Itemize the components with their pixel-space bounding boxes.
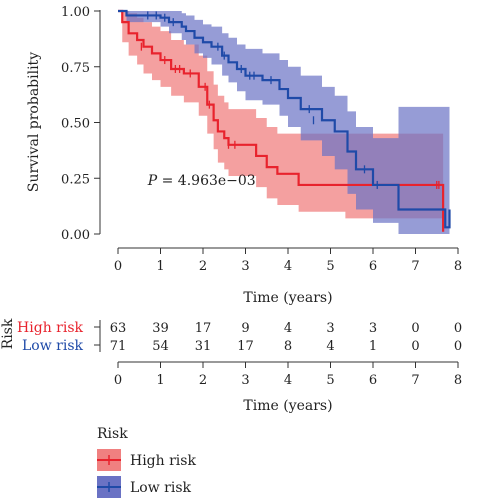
risk-table-cell: 0 — [411, 321, 419, 336]
risk-table-x-tick-label: 2 — [199, 373, 207, 388]
survival-line-low-risk — [118, 9, 451, 229]
risk-row-label-high: High risk — [17, 320, 83, 336]
y-tick-label: 0.25 — [61, 172, 90, 187]
x-tick-label: 2 — [199, 259, 207, 274]
survival-curves — [118, 9, 451, 232]
y-axis-label: Survival probability — [26, 52, 42, 192]
y-tick-label: 0.00 — [61, 228, 90, 243]
risk-table-x-tick-label: 3 — [241, 373, 249, 388]
x-tick-label: 7 — [411, 259, 419, 274]
risk-table-cell: 17 — [195, 321, 212, 336]
legend: Risk High risk Low risk — [97, 426, 196, 498]
risk-table-cell: 54 — [152, 339, 169, 354]
risk-table: Risk High risk Low risk 63 39 17 9 4 3 3 0 071 54… — [0, 318, 462, 414]
risk-table-cell: 3 — [326, 321, 334, 336]
legend-label-low-risk: Low risk — [130, 480, 192, 496]
censor-marks — [140, 11, 440, 189]
survival-line-high-risk — [118, 9, 445, 232]
y-tick-label: 0.50 — [61, 117, 90, 132]
y-tick-label: 1.00 — [61, 5, 90, 20]
risk-table-cell: 0 — [454, 339, 462, 354]
legend-item-low-risk: Low risk — [97, 476, 192, 498]
risk-table-x-tick-label: 7 — [411, 373, 419, 388]
y-tick-label: 0.75 — [61, 61, 90, 76]
risk-table-x-tick-label: 8 — [454, 373, 462, 388]
risk-table-cell: 39 — [152, 321, 169, 336]
risk-table-x-tick-label: 5 — [326, 373, 334, 388]
p-value-symbol: P — [147, 173, 158, 189]
risk-table-cell: 4 — [326, 339, 334, 354]
risk-table-x-tick-label: 0 — [114, 373, 122, 388]
risk-table-title: Risk — [0, 318, 16, 349]
risk-table-cell: 8 — [284, 339, 292, 354]
x-ticks: 0 1 2 3 4 5 6 7 8 — [114, 248, 462, 274]
x-tick-label: 4 — [284, 259, 292, 274]
risk-row-label-low: Low risk — [22, 338, 84, 354]
x-tick-label: 3 — [241, 259, 249, 274]
risk-table-cell: 4 — [284, 321, 292, 336]
risk-table-cell: 1 — [369, 339, 377, 354]
y-ticks: 0.00 0.25 0.50 0.75 1.00 — [61, 5, 100, 243]
risk-table-x-tick-label: 4 — [284, 373, 292, 388]
legend-title: Risk — [97, 426, 128, 442]
x-tick-label: 5 — [326, 259, 334, 274]
risk-table-x-tick-label: 6 — [369, 373, 377, 388]
risk-table-cell: 63 — [110, 321, 127, 336]
p-value-annotation: P = 4.963e−03 — [147, 173, 256, 189]
risk-table-cell: 31 — [195, 339, 212, 354]
risk-table-x-tick-label: 1 — [156, 373, 164, 388]
risk-table-cell: 71 — [110, 339, 127, 354]
risk-table-cell: 9 — [241, 321, 249, 336]
risk-table-cell: 0 — [454, 321, 462, 336]
survival-plot: 0.00 0.25 0.50 0.75 1.00 0 1 2 3 4 5 6 7 8 Survival … — [26, 5, 462, 306]
risk-table-cell: 3 — [369, 321, 377, 336]
risk-table-x-ticks: 0 1 2 3 4 5 6 7 8 — [114, 362, 462, 388]
legend-item-high-risk: High risk — [97, 449, 196, 471]
x-tick-label: 6 — [369, 259, 377, 274]
x-tick-label: 0 — [114, 259, 122, 274]
risk-table-cell: 0 — [411, 339, 419, 354]
risk-table-cells: 63 39 17 9 4 3 3 0 0 71 54 31 17 8 4 1 0 0 — [110, 321, 462, 354]
risk-table-x-axis-label: Time (years) — [243, 398, 332, 414]
confidence-band-low-risk — [118, 11, 450, 234]
risk-table-y-ticks — [94, 326, 100, 346]
legend-label-high-risk: High risk — [130, 453, 196, 469]
x-tick-label: 8 — [454, 259, 462, 274]
x-tick-label: 1 — [156, 259, 164, 274]
x-axis-label: Time (years) — [243, 290, 332, 306]
risk-table-cell: 17 — [237, 339, 254, 354]
confidence-bands — [118, 11, 450, 234]
p-value-text: = 4.963e−03 — [157, 173, 256, 189]
